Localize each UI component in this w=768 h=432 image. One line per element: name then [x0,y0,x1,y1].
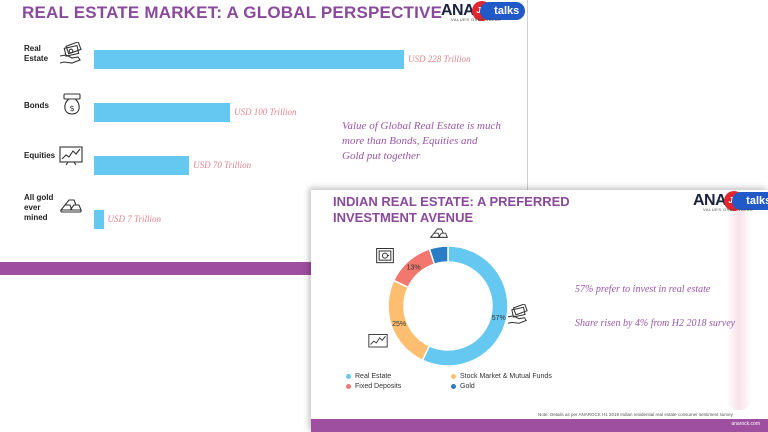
bar-all-gold-ever-mined [94,210,104,229]
legend-item: Real Estate [346,373,391,380]
donut-slice-label: 13% [407,264,421,271]
donut-slice-real-estate [421,245,509,367]
safe-icon [376,248,394,264]
share-increase-note: Share risen by 4% from H2 2018 survey [575,318,736,329]
slide-divider [527,0,528,190]
anarock-jio-talks-logo: ANA Jio talks VALUES OVER VALUE [693,190,768,212]
legend-item: Stock Market & Mutual Funds [451,373,552,380]
gold-bars-icon [429,228,449,238]
legend-label: Real Estate [355,373,392,380]
bar-category-label: Bonds [24,101,49,110]
donut-slice-label: 57% [492,315,506,322]
survey-footnote: Note: Details as per ANAROCK H1 2019 Ind… [538,412,733,417]
bar-bonds [94,103,230,122]
slide-title: REAL ESTATE MARKET: A GLOBAL PERSPECTIVE [22,3,443,22]
donut-slice-gold [428,245,449,266]
website-link[interactable]: anarock.com [731,421,760,427]
bar-category-label: All gold ever mined [24,193,54,222]
money-bag-icon: $ [63,93,81,115]
bar-value-label: USD 100 Trillion [233,107,297,117]
investment-preference-donut-chart: 57% 25% 13% [387,245,509,367]
bar-value-label: USD 70 Trillion [193,160,252,170]
money-hand-icon [507,304,528,324]
legend-swatch [451,384,456,389]
legend-swatch [451,374,456,379]
bar-category-label: Real Estate [24,44,49,63]
legend-label: Gold [460,383,475,390]
stock-chart-icon [368,334,388,348]
svg-text:$: $ [69,104,74,113]
legend-swatch [346,374,351,379]
bar-value-label: USD 228 Trillion [408,54,471,64]
gold-bars-icon [59,199,82,213]
legend-label: Stock Market & Mutual Funds [460,373,552,380]
slide-global-perspective: REAL ESTATE MARKET: A GLOBAL PERSPECTIVE… [0,0,528,276]
bar-category-label: Equities [24,151,56,160]
bar-value-label: USD 7 Trillion [107,214,162,224]
money-hand-icon [59,42,82,64]
decorative-glow [726,210,752,410]
global-note: Value of Global Real Estate is much more… [342,120,501,162]
legend-label: Fixed Deposits [355,383,402,390]
real-estate-preference-note: 57% prefer to invest in real estate [575,284,711,295]
slide-title: INDIAN REAL ESTATE: A PREFERRED INVESTME… [333,194,570,225]
bar-real-estate [94,50,404,69]
legend-swatch [346,384,351,389]
legend-item: Fixed Deposits [346,383,401,390]
legend-item: Gold [451,383,475,390]
footer-bar: anarock.com [311,419,768,432]
donut-slice-label: 25% [392,321,406,328]
slide-indian-real-estate: INDIAN REAL ESTATE: A PREFERRED INVESTME… [311,190,768,432]
stock-chart-icon [59,146,83,166]
anarock-jio-talks-logo: ANA Jio talks VALUES OVER VALUE [441,0,526,22]
bar-equities [94,156,190,175]
